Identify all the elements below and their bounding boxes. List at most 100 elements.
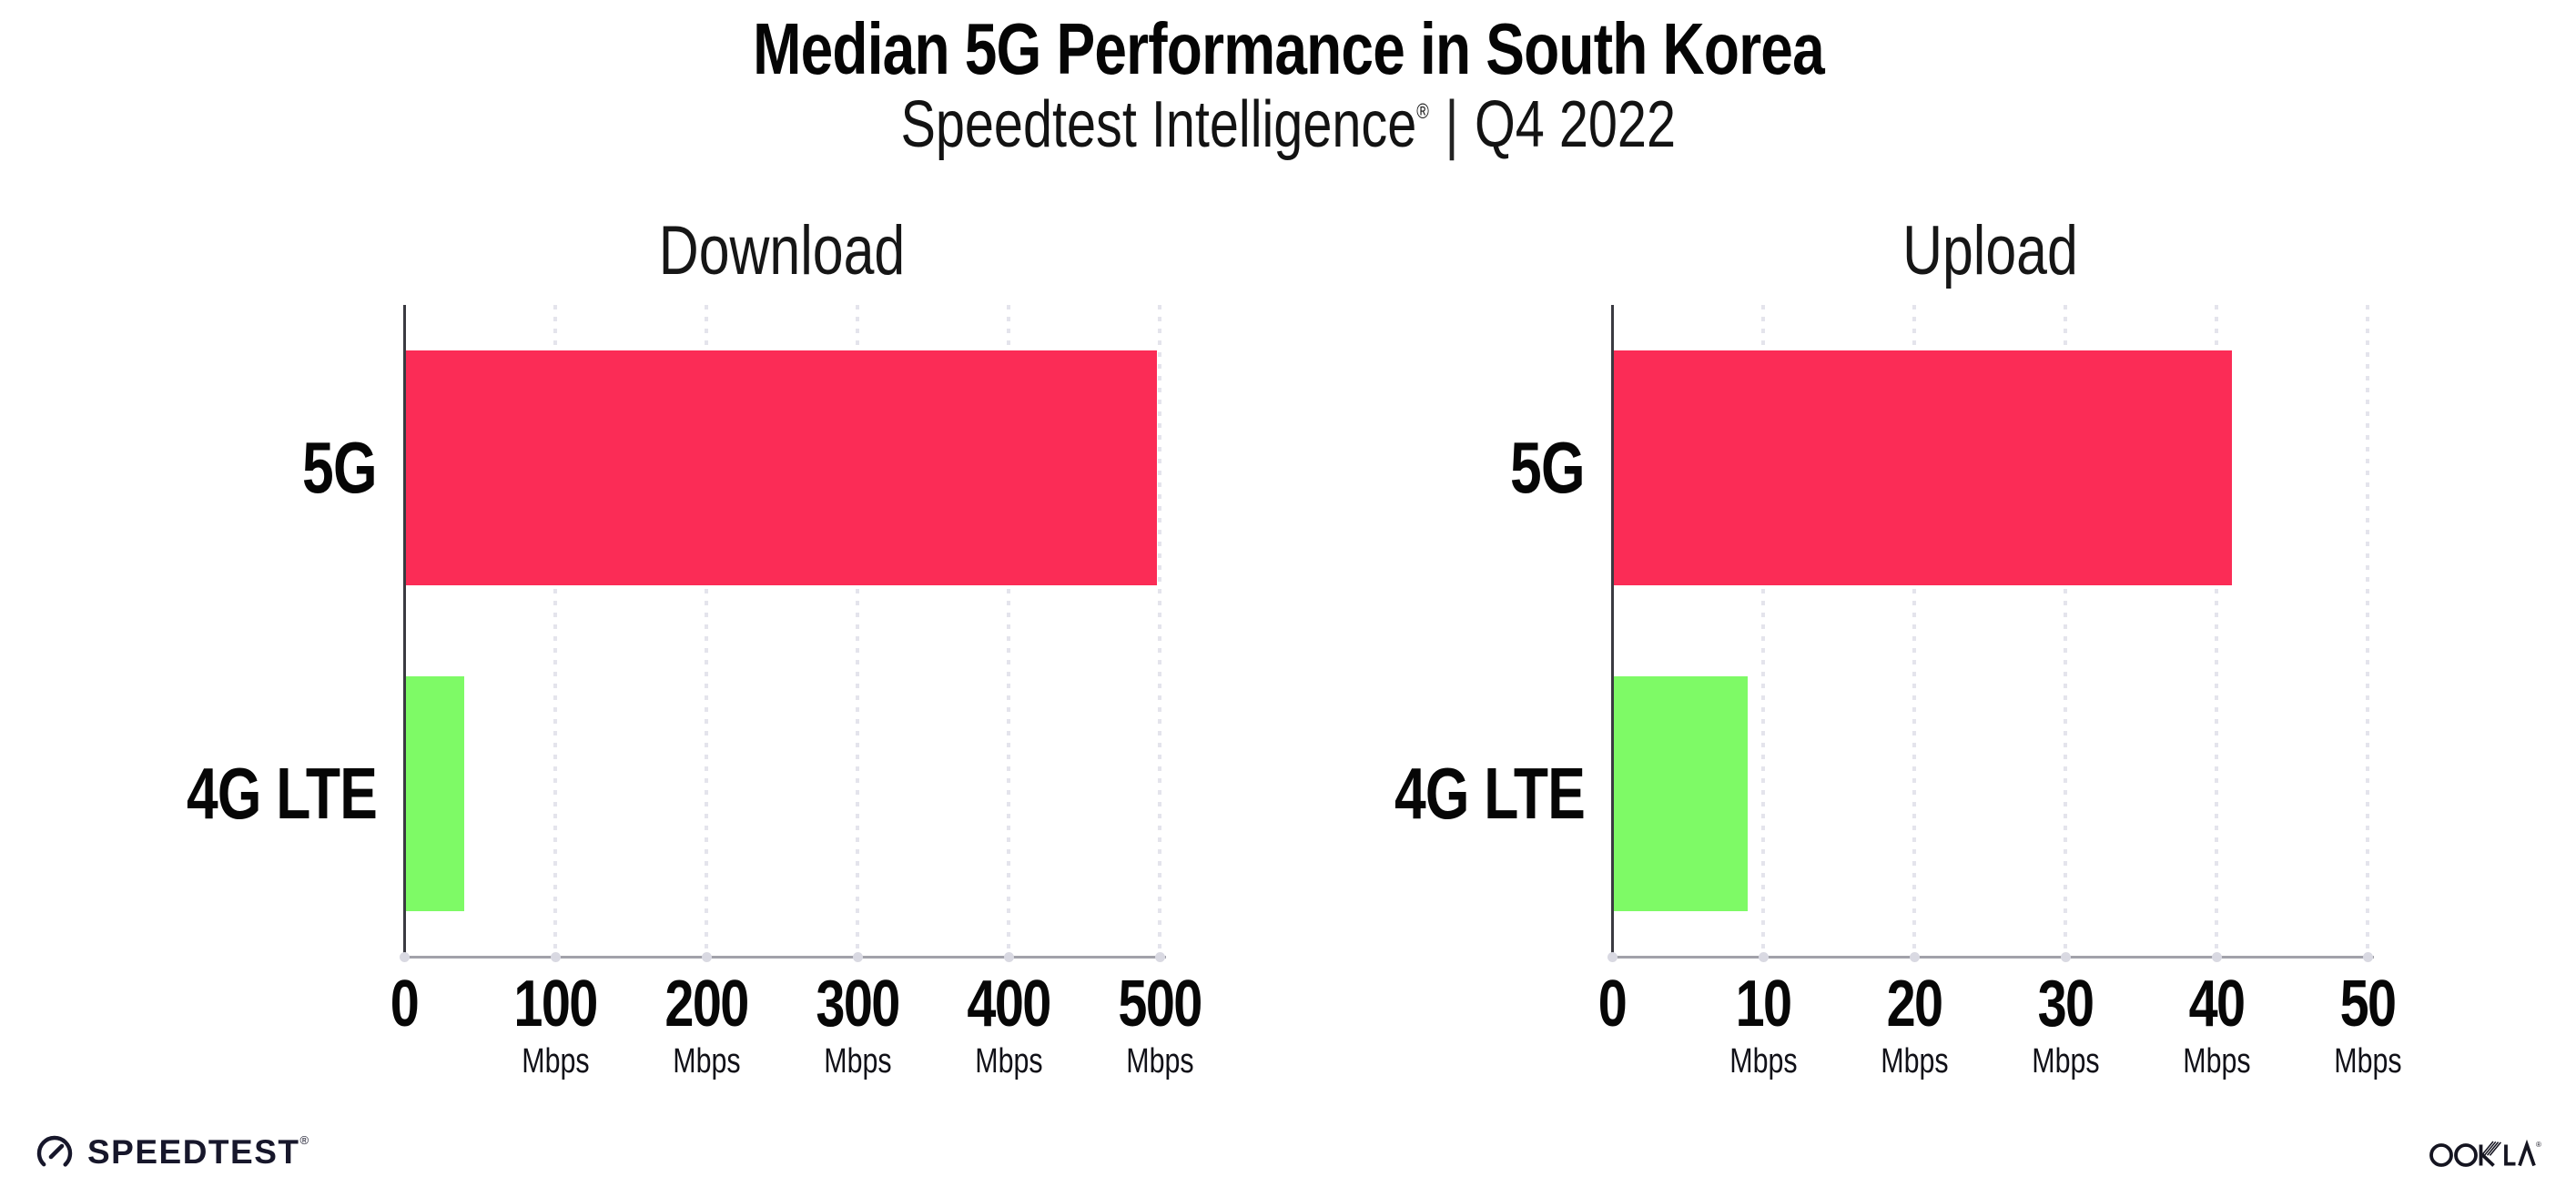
x-tick-value: 40 — [2098, 970, 2335, 1038]
gridline-upload-30 — [2064, 305, 2067, 956]
x-tick-download-300: 300 Mbps — [739, 970, 976, 1081]
axis-tick-dot-upload-30 — [2060, 952, 2071, 962]
subtitle-brand: Speedtest Intelligence — [900, 88, 1417, 161]
x-tick-upload-40: 40 Mbps — [2098, 970, 2335, 1081]
category-label-text: 4G LTE — [186, 753, 378, 834]
x-tick-unit: Mbps — [437, 1041, 674, 1081]
x-tick-value-text: 40 — [2188, 968, 2246, 1040]
x-tick-value: 0 — [286, 970, 522, 1038]
page-subtitle: Speedtest Intelligence® | Q4 2022 — [0, 87, 2576, 162]
panel-title-text: Upload — [1902, 212, 2078, 289]
gridline-download-500 — [1158, 305, 1161, 956]
speedtest-gauge-icon — [36, 1135, 73, 1172]
x-tick-download-100: 100 Mbps — [437, 970, 674, 1081]
page-subtitle-text: Speedtest Intelligence® | Q4 2022 — [900, 87, 1676, 162]
axis-tick-dot-download-0 — [399, 952, 410, 962]
axis-tick-dot-download-200 — [701, 952, 712, 962]
axis-tick-dot-download-100 — [550, 952, 561, 962]
x-tick-value-text: 500 — [1118, 968, 1202, 1040]
x-axis-download — [403, 956, 1166, 959]
x-tick-value-text: 300 — [816, 968, 900, 1040]
gridline-upload-50 — [2366, 305, 2369, 956]
ookla-wordmark: ® — [2429, 1139, 2541, 1167]
speedtest-wordmark: SPEEDTEST® — [87, 1133, 309, 1171]
x-tick-download-200: 200 Mbps — [588, 970, 825, 1081]
bar-upload-5g — [1612, 350, 2232, 585]
x-tick-unit: Mbps — [890, 1041, 1127, 1081]
x-tick-unit: Mbps — [739, 1041, 976, 1081]
axis-tick-dot-upload-10 — [1758, 952, 1769, 962]
x-tick-value-text: 0 — [390, 968, 420, 1040]
gridline-download-100 — [553, 305, 557, 956]
axis-tick-dot-download-300 — [852, 952, 863, 962]
gridline-download-200 — [705, 305, 708, 956]
category-label-text: 4G LTE — [1394, 753, 1586, 834]
axis-tick-dot-upload-40 — [2211, 952, 2222, 962]
x-tick-value-text: 50 — [2339, 968, 2397, 1040]
x-tick-value: 30 — [1947, 970, 2184, 1038]
x-tick-unit: Mbps — [588, 1041, 825, 1081]
x-axis-upload — [1611, 956, 2374, 959]
y-axis-upload — [1611, 305, 1614, 958]
category-label-upload-4g-lte: 4G LTE — [1111, 744, 1586, 844]
category-label-upload-5g: 5G — [1111, 418, 1585, 518]
panel-title-text: Download — [658, 212, 906, 289]
axis-tick-dot-upload-0 — [1607, 952, 1618, 962]
subtitle-separator: | — [1445, 88, 1459, 161]
y-axis-download — [403, 305, 406, 958]
x-tick-unit-text: Mbps — [672, 1042, 741, 1080]
x-tick-download-400: 400 Mbps — [890, 970, 1127, 1081]
axis-tick-dot-upload-20 — [1909, 952, 1920, 962]
x-tick-upload-0: 0 — [1494, 970, 1730, 1038]
x-tick-upload-50: 50 Mbps — [2249, 970, 2486, 1081]
bar-download-5g — [404, 350, 1157, 585]
category-label-download-5g: 5G — [0, 418, 377, 518]
gridline-upload-40 — [2215, 305, 2218, 956]
x-tick-value: 100 — [437, 970, 674, 1038]
axis-tick-dot-upload-50 — [2362, 952, 2373, 962]
speedtest-logo: SPEEDTEST® — [33, 1127, 309, 1178]
x-tick-unit: Mbps — [2249, 1041, 2486, 1081]
x-tick-download-0: 0 — [286, 970, 522, 1038]
x-tick-value-text: 0 — [1597, 968, 1628, 1040]
x-tick-value: 10 — [1645, 970, 1881, 1038]
subtitle-period: Q4 2022 — [1474, 88, 1676, 161]
x-tick-unit: Mbps — [2098, 1041, 2335, 1081]
ookla-registered-mark: ® — [2536, 1141, 2541, 1149]
axis-tick-dot-download-500 — [1154, 952, 1165, 962]
x-tick-value: 200 — [588, 970, 825, 1038]
page-title-text: Median 5G Performance in South Korea — [752, 8, 1825, 89]
x-tick-unit-text: Mbps — [2333, 1042, 2402, 1080]
x-tick-unit-text: Mbps — [974, 1042, 1043, 1080]
x-tick-value: 500 — [1041, 970, 1278, 1038]
gridline-upload-10 — [1761, 305, 1765, 956]
speedtest-registered-mark: ® — [299, 1133, 309, 1148]
x-tick-unit: Mbps — [1796, 1041, 2033, 1081]
x-tick-value-text: 200 — [664, 968, 749, 1040]
x-tick-upload-30: 30 Mbps — [1947, 970, 2184, 1081]
x-tick-value: 0 — [1494, 970, 1730, 1038]
category-label-text: 5G — [1510, 427, 1585, 508]
x-tick-upload-20: 20 Mbps — [1796, 970, 2033, 1081]
x-tick-unit-text: Mbps — [1729, 1042, 1798, 1080]
x-tick-unit-text: Mbps — [823, 1042, 892, 1080]
x-tick-value-text: 10 — [1735, 968, 1792, 1040]
x-tick-unit-text: Mbps — [1125, 1042, 1194, 1080]
x-tick-value-text: 100 — [513, 968, 598, 1040]
bar-download-4g-lte — [404, 676, 465, 911]
x-tick-download-500: 500 Mbps — [1041, 970, 1278, 1081]
x-tick-value-text: 400 — [967, 968, 1051, 1040]
gridline-download-300 — [856, 305, 859, 956]
x-tick-unit: Mbps — [1947, 1041, 2184, 1081]
category-label-text: 5G — [302, 427, 377, 508]
panel-title-download: Download — [418, 211, 1146, 290]
ookla-logo: OOKLA ® — [2429, 1136, 2541, 1175]
x-tick-value-text: 30 — [2037, 968, 2094, 1040]
x-tick-value-text: 20 — [1886, 968, 1943, 1040]
page-title: Median 5G Performance in South Korea — [0, 7, 2576, 91]
x-tick-unit: Mbps — [1041, 1041, 1278, 1081]
x-tick-value: 20 — [1796, 970, 2033, 1038]
registered-mark: ® — [1416, 98, 1429, 123]
category-label-download-4g-lte: 4G LTE — [0, 744, 378, 844]
